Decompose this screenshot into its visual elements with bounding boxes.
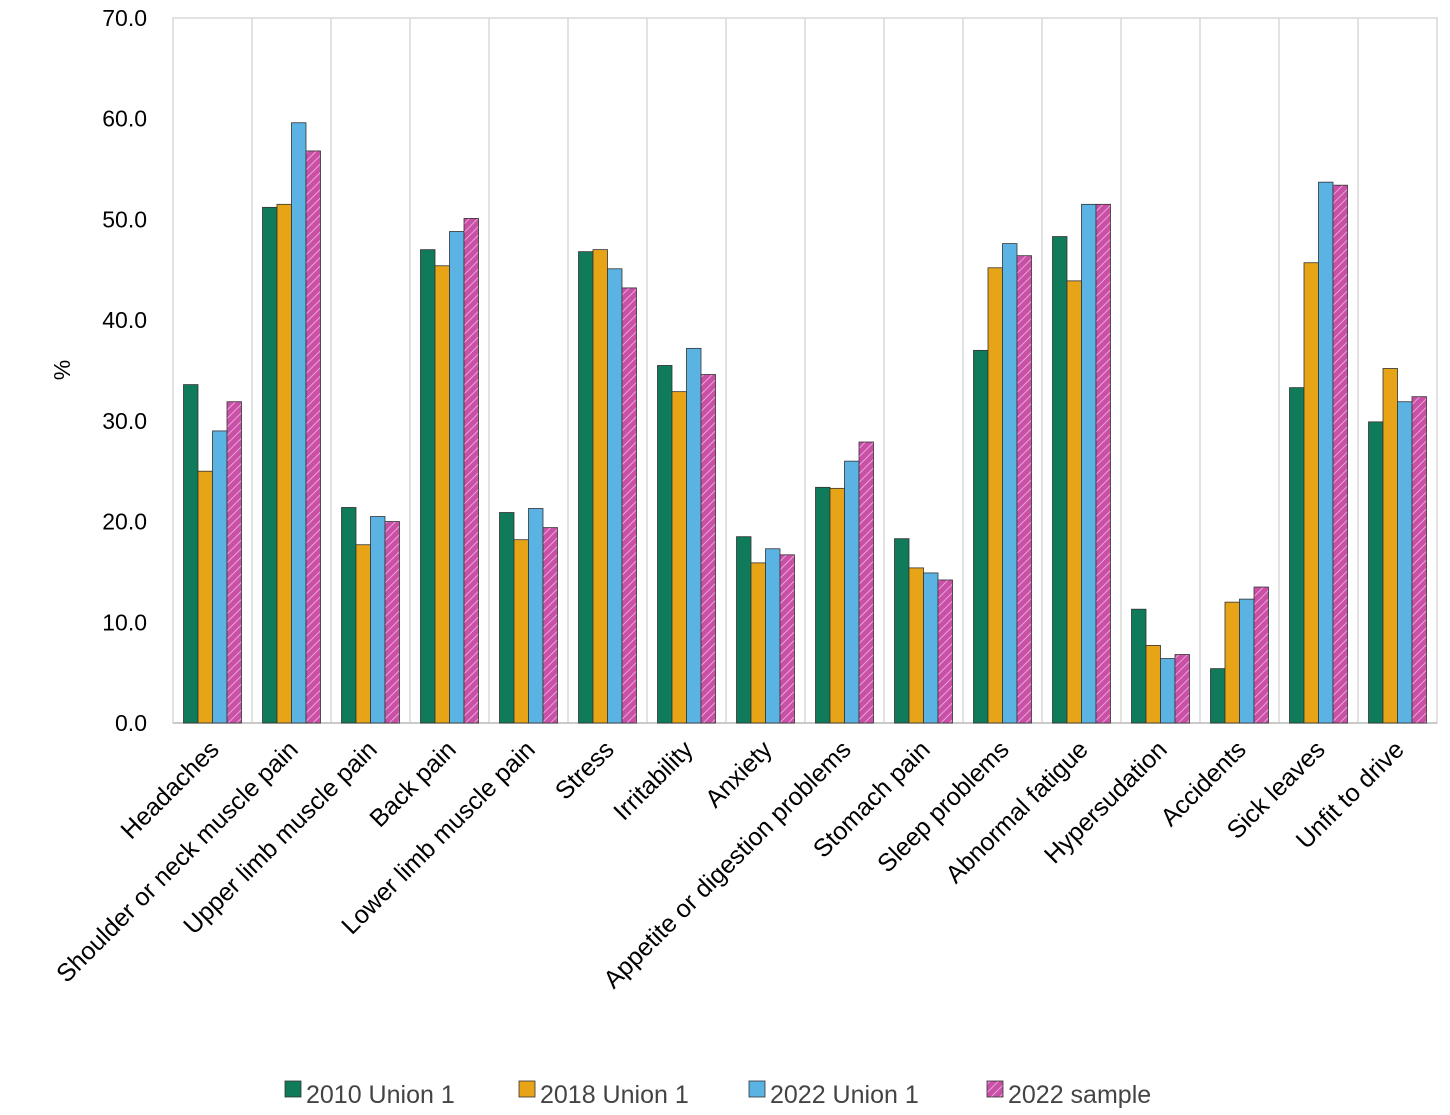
bar-2018-union-1-11	[1066, 280, 1082, 724]
bar-2010-union-1-12	[1131, 608, 1147, 724]
bar-2022-union-1-9	[923, 572, 939, 724]
bar-2010-union-1-10	[973, 349, 989, 724]
bar-2022-union-1-2	[370, 516, 386, 724]
legend-label: 2022 Union 1	[770, 1081, 919, 1109]
bar-2010-union-1-11	[1052, 236, 1068, 724]
bar-2022-union-1-1	[291, 122, 307, 724]
bar-2022-sample-3	[463, 218, 479, 724]
legend-swatch	[518, 1080, 536, 1098]
bar-2018-union-1-0	[197, 470, 213, 724]
legend-swatch	[986, 1080, 1004, 1098]
legend-swatch	[748, 1080, 766, 1098]
bar-2018-union-1-2	[355, 544, 371, 724]
bar-2022-sample-9	[937, 579, 953, 724]
legend-label: 2018 Union 1	[540, 1081, 689, 1109]
bar-2022-union-1-14	[1318, 181, 1334, 724]
legend: 2010 Union 1 2018 Union 1 2022 Union 1 2022…	[284, 1080, 1151, 1109]
y-tick-label: 50.0	[102, 206, 147, 232]
bar-2018-union-1-3	[434, 265, 450, 724]
bar-2022-sample-8	[858, 441, 874, 724]
bar-2022-sample-6	[700, 374, 716, 724]
bar-2010-union-1-2	[341, 507, 357, 724]
bar-2018-union-1-1	[276, 203, 292, 724]
bar-2010-union-1-15	[1368, 421, 1384, 724]
legend-swatch	[284, 1080, 302, 1098]
bar-2022-sample-0	[226, 401, 242, 724]
y-tick-label: 0.0	[115, 710, 147, 736]
y-tick-label: 10.0	[102, 609, 147, 635]
bar-2022-union-1-6	[686, 347, 702, 724]
bars-group	[183, 122, 1427, 724]
bar-2022-union-1-15	[1397, 401, 1413, 724]
bar-2022-sample-11	[1095, 203, 1111, 724]
bar-2022-sample-7	[779, 554, 795, 724]
bar-2022-union-1-13	[1239, 598, 1255, 724]
y-axis: 0.0 10.0 20.0 30.0 40.0 50.0 60.0 70.0	[102, 5, 147, 736]
bar-2022-sample-1	[305, 150, 321, 724]
y-axis-title: %	[49, 360, 75, 380]
bar-2010-union-1-14	[1289, 387, 1305, 724]
bar-2010-union-1-1	[262, 206, 278, 724]
bar-2018-union-1-6	[671, 391, 687, 724]
bar-2022-union-1-10	[1002, 243, 1018, 724]
bar-2018-union-1-7	[750, 562, 766, 724]
bar-2018-union-1-8	[829, 487, 845, 724]
bar-2022-sample-14	[1332, 184, 1348, 724]
bar-2018-union-1-15	[1382, 368, 1398, 724]
bar-2010-union-1-6	[657, 365, 673, 724]
bar-2022-union-1-8	[844, 460, 860, 724]
bar-2010-union-1-0	[183, 384, 199, 724]
legend-label: 2022 sample	[1008, 1081, 1151, 1109]
bar-2018-union-1-14	[1303, 262, 1319, 724]
bar-2022-sample-2	[384, 521, 400, 724]
y-tick-label: 30.0	[102, 408, 147, 434]
bar-2010-union-1-4	[499, 512, 515, 724]
bar-2022-sample-15	[1411, 396, 1427, 724]
bar-2018-union-1-4	[513, 539, 529, 724]
bar-2022-union-1-11	[1081, 203, 1097, 724]
y-tick-label: 20.0	[102, 509, 147, 535]
bar-2018-union-1-9	[908, 567, 924, 724]
bar-2022-sample-10	[1016, 255, 1032, 724]
bar-2018-union-1-5	[592, 249, 608, 724]
bar-2010-union-1-5	[578, 251, 594, 724]
x-tick-label: Anxiety	[700, 735, 778, 813]
bar-2022-union-1-5	[607, 268, 623, 724]
bar-2022-sample-5	[621, 287, 637, 724]
bar-2018-union-1-12	[1145, 645, 1161, 724]
bar-2010-union-1-7	[736, 536, 752, 724]
bar-2022-sample-13	[1253, 586, 1269, 724]
bar-2018-union-1-10	[987, 267, 1003, 724]
bar-2022-union-1-12	[1160, 658, 1176, 724]
bar-2018-union-1-13	[1224, 601, 1240, 724]
bar-2022-union-1-7	[765, 548, 781, 724]
bar-2022-union-1-3	[449, 231, 465, 724]
y-tick-label: 60.0	[102, 106, 147, 132]
bar-2010-union-1-9	[894, 538, 910, 724]
bar-2010-union-1-13	[1210, 668, 1226, 724]
bar-2010-union-1-8	[815, 486, 831, 724]
bar-2022-sample-4	[542, 527, 558, 724]
bar-2022-union-1-4	[528, 508, 544, 724]
y-tick-label: 70.0	[102, 5, 147, 31]
bar-2022-union-1-0	[212, 430, 228, 724]
bar-2010-union-1-3	[420, 249, 436, 724]
x-tick-label: Abnormal fatigue	[940, 735, 1093, 888]
x-tick-label: Irritability	[608, 735, 699, 826]
x-tick-label: Stress	[550, 735, 620, 805]
y-tick-label: 40.0	[102, 307, 147, 333]
bar-2022-sample-12	[1174, 654, 1190, 724]
legend-label: 2010 Union 1	[306, 1081, 455, 1109]
